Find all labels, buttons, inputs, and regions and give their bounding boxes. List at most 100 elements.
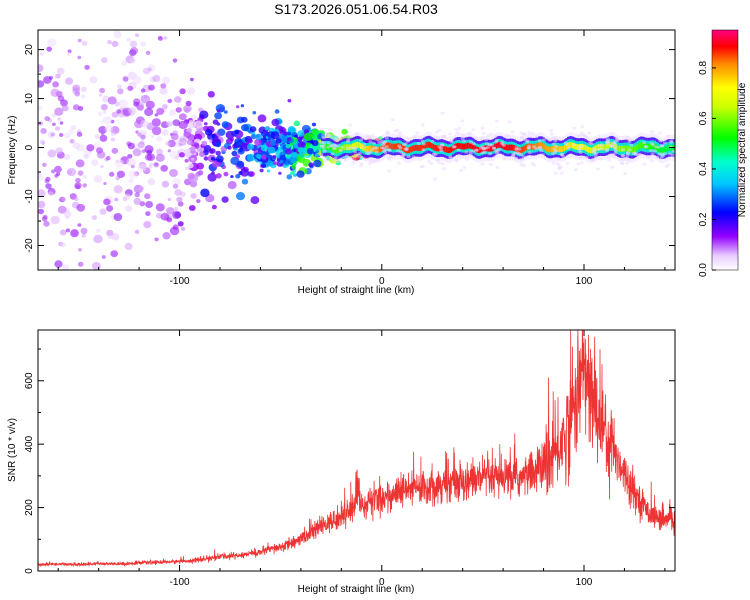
spectrogram-blob bbox=[47, 149, 57, 158]
spectrogram-halo bbox=[580, 125, 585, 129]
spectrogram-blob bbox=[67, 49, 72, 53]
spectrogram-blob bbox=[45, 183, 52, 190]
spectrogram-blob bbox=[134, 192, 140, 198]
spectrogram-blob bbox=[118, 99, 128, 108]
spectrogram-blob bbox=[278, 171, 282, 175]
spectrogram-halo bbox=[468, 140, 473, 144]
spectrogram-band-cell bbox=[617, 145, 620, 152]
spectrogram-blob bbox=[110, 250, 118, 258]
spectrogram-halo bbox=[662, 141, 667, 145]
spectrogram-halo bbox=[557, 166, 562, 170]
spectrogram-band-cell bbox=[649, 143, 652, 150]
spectrogram-halo bbox=[440, 111, 445, 115]
snr-ticks: -100 0 100 0 200 400 600 bbox=[24, 330, 675, 588]
spectrogram-halo bbox=[626, 151, 631, 155]
spectrogram-halo bbox=[468, 152, 473, 156]
spectrogram-halo bbox=[457, 127, 462, 130]
spectrogram-blob bbox=[133, 197, 142, 205]
spectrogram-blob bbox=[196, 162, 204, 170]
spectrogram-halo bbox=[522, 132, 527, 136]
spectrogram-halo bbox=[321, 146, 326, 150]
spectrogram-blob bbox=[46, 46, 52, 52]
spectrogram-band-cell bbox=[431, 143, 434, 149]
spectrogram-blob bbox=[172, 58, 178, 63]
spectrogram-blob bbox=[211, 171, 215, 175]
y-tick-label: 20 bbox=[24, 44, 35, 56]
spectrogram-halo bbox=[584, 155, 589, 159]
spectrogram-blob bbox=[147, 178, 156, 186]
spectrogram-blob bbox=[230, 175, 234, 179]
spectrogram-blob bbox=[223, 171, 229, 177]
spectrogram-halo bbox=[448, 132, 452, 136]
spectrogram-halo bbox=[377, 140, 382, 144]
spectrogram-blob bbox=[137, 141, 145, 149]
spectrogram-halo bbox=[495, 165, 500, 169]
spectrogram-blob bbox=[161, 180, 170, 188]
spectrogram-blob bbox=[254, 138, 262, 146]
spectrogram-halo bbox=[531, 145, 536, 149]
spectrogram-band-cell bbox=[641, 142, 644, 149]
spectrogram-halo bbox=[350, 161, 355, 165]
spectrogram-band-cell bbox=[607, 142, 610, 149]
spectrogram-band-cell bbox=[596, 144, 599, 151]
spectrogram-blob bbox=[142, 67, 151, 75]
spectrogram-halo bbox=[343, 158, 348, 162]
y-tick-label: -20 bbox=[24, 238, 35, 253]
y-tick-label: 10 bbox=[24, 93, 35, 105]
spectrogram-blob bbox=[250, 196, 260, 205]
spectrogram-blob bbox=[235, 173, 241, 179]
spectrogram-blob bbox=[107, 40, 112, 45]
spectrogram-halo bbox=[454, 128, 459, 132]
spectrogram-blob bbox=[107, 96, 117, 105]
spectrogram-band-cell bbox=[429, 142, 432, 148]
spectrogram-blob bbox=[167, 197, 172, 202]
spectrogram-blob bbox=[59, 229, 67, 236]
spectrogram-halo bbox=[489, 143, 494, 147]
spectrogram-band-cell bbox=[330, 145, 333, 151]
spectrogram-blob bbox=[113, 213, 123, 221]
spectrogram-band-cell bbox=[573, 143, 576, 150]
spectrogram-band-cell bbox=[631, 146, 634, 153]
spectrogram-blob bbox=[215, 150, 221, 156]
spectrogram-blob bbox=[125, 205, 133, 212]
x-tick-label: 100 bbox=[576, 577, 593, 588]
spectrogram-blob bbox=[100, 165, 104, 168]
spectrogram-band-cell bbox=[445, 146, 448, 153]
spectrogram-blob bbox=[103, 182, 107, 185]
spectrogram-blob bbox=[193, 120, 203, 129]
spectrogram-blob bbox=[42, 162, 47, 167]
spectrogram-blob bbox=[186, 139, 193, 146]
spectrogram-band-cell bbox=[544, 144, 547, 151]
spectrogram-halo bbox=[643, 145, 648, 149]
spectrogram-halo bbox=[557, 163, 561, 167]
spectrogram-blob bbox=[298, 147, 307, 155]
spectrogram-band-cell bbox=[597, 144, 600, 151]
spectrogram-halo bbox=[571, 143, 576, 147]
spectrogram-halo bbox=[371, 141, 376, 145]
spectrogram-band-cell bbox=[364, 145, 367, 152]
spectrogram-blob bbox=[162, 104, 168, 110]
spectrogram-blob bbox=[107, 234, 113, 240]
spectrogram-band-cell bbox=[499, 141, 502, 148]
spectrogram-halo bbox=[654, 145, 659, 149]
spectrogram-blob bbox=[238, 148, 243, 153]
spectrogram-blob bbox=[227, 145, 232, 150]
spectrogram-blob bbox=[63, 210, 72, 218]
spectrogram-halo bbox=[657, 131, 662, 135]
spectrogram-halo bbox=[471, 128, 476, 132]
spectrogram-blob bbox=[93, 234, 103, 244]
spectrogram-blob bbox=[285, 143, 291, 149]
spectrogram-band-cell bbox=[662, 147, 665, 154]
spectrogram-halo bbox=[349, 146, 354, 150]
spectrogram-band-cell bbox=[638, 143, 641, 149]
spectrogram-halo bbox=[565, 161, 570, 165]
spectrogram-halo bbox=[387, 148, 392, 152]
spectrogram-blob bbox=[287, 126, 296, 133]
spectrogram-halo bbox=[650, 152, 655, 156]
spectrogram-halo bbox=[511, 154, 516, 158]
spectrogram-band-cell bbox=[660, 147, 663, 154]
spectrogram-blob bbox=[91, 261, 101, 270]
spectrogram-band-cell bbox=[537, 142, 541, 149]
spectrogram-halo bbox=[421, 148, 426, 152]
